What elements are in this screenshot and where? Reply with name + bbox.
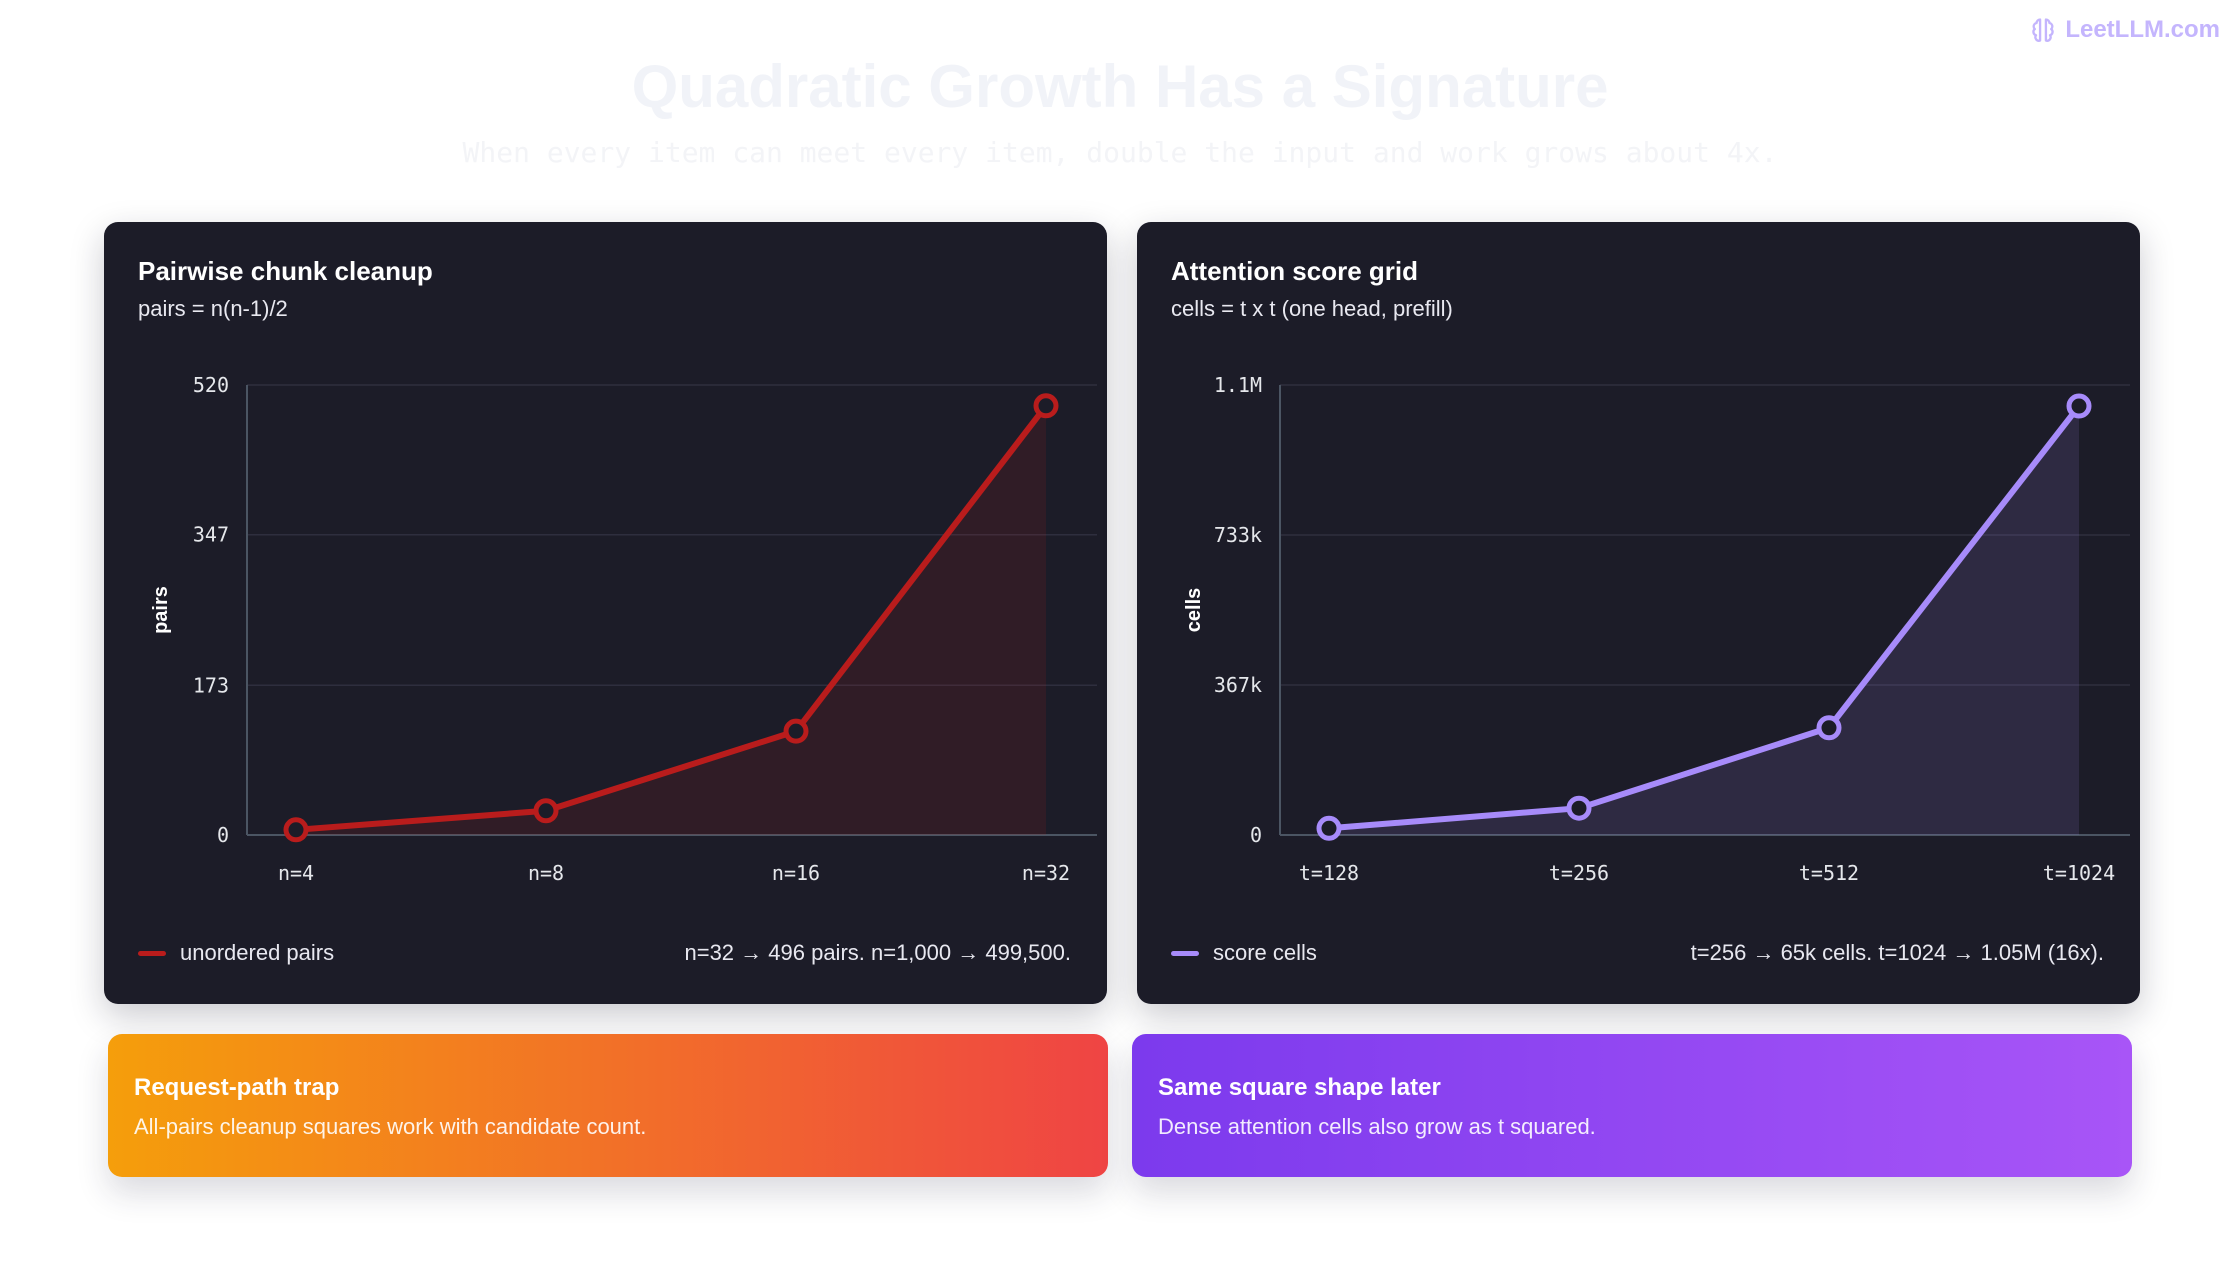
- y-tick-label: 367k: [1214, 673, 1262, 697]
- page-subtitle: When every item can meet every item, dou…: [462, 136, 1778, 169]
- card-note: t=256 → 65k cells. t=1024 → 1.05M (16x).: [1690, 940, 2104, 965]
- y-axis-label: cells: [1183, 588, 1205, 632]
- x-tick-label: t=128: [1299, 861, 1359, 885]
- callout-title: Same square shape later: [1158, 1074, 1441, 1101]
- page-title: Quadratic Growth Has a Signature: [631, 53, 1609, 120]
- data-point: [783, 718, 809, 744]
- attention-chart: 0 367k 733k 1.1M cells t=128 t=256 t=512 t=1024: [1183, 373, 2130, 885]
- callout-title: Request-path trap: [134, 1074, 340, 1101]
- card-formula: pairs = n(n-1)/2: [138, 296, 288, 321]
- legend-label: score cells: [1213, 940, 1317, 965]
- y-tick-label: 520: [193, 373, 229, 397]
- y-tick-label: 347: [193, 523, 229, 547]
- request-path-trap-callout: Request-path trap All-pairs cleanup squa…: [108, 1034, 1108, 1177]
- series-line: [1326, 403, 2082, 832]
- data-point: [2066, 393, 2092, 419]
- y-tick-label: 173: [193, 673, 229, 697]
- series-area: [1329, 406, 2079, 835]
- attention-chart-card: Attention score grid cells = t x t (one …: [1137, 222, 2140, 1004]
- legend-label: unordered pairs: [180, 940, 335, 965]
- x-tick-label: t=256: [1549, 861, 1609, 885]
- data-point: [1316, 815, 1342, 841]
- brain-icon: [2032, 18, 2054, 42]
- chart-legend: unordered pairs: [138, 940, 334, 966]
- legend-swatch: [1171, 950, 1199, 956]
- x-tick-label: n=8: [528, 861, 564, 885]
- y-tick-label: 0: [217, 823, 229, 847]
- pairwise-chart: 0 173 347 520 pairs n=4 n=8 n=16 n=32: [150, 373, 1097, 885]
- brand-label: LeetLLM.com: [2065, 16, 2220, 43]
- y-tick-label: 1.1M: [1214, 373, 1262, 397]
- y-tick-label: 0: [1250, 823, 1262, 847]
- y-tick-label: 733k: [1214, 523, 1262, 547]
- x-tick-label: n=4: [278, 861, 314, 885]
- data-point: [283, 817, 309, 843]
- x-tick-label: t=1024: [2043, 861, 2115, 885]
- chart-legend: score cells: [1171, 940, 1317, 966]
- legend-swatch: [138, 950, 166, 956]
- data-point: [1033, 393, 1059, 419]
- x-tick-label: n=32: [1022, 861, 1070, 885]
- card-title: Attention score grid: [1171, 256, 1419, 286]
- callout-text: All-pairs cleanup squares work with cand…: [134, 1114, 647, 1139]
- pairwise-chart-card: Pairwise chunk cleanup pairs = n(n-1)/2 …: [104, 222, 1107, 1004]
- brand-logo[interactable]: LeetLLM.com: [2029, 16, 2220, 44]
- y-axis-label: pairs: [150, 586, 172, 634]
- card-note: n=32 → 496 pairs. n=1,000 → 499,500.: [684, 940, 1071, 965]
- card-formula: cells = t x t (one head, prefill): [1171, 296, 1453, 321]
- series-line: [293, 402, 1049, 833]
- square-shape-callout: Same square shape later Dense attention …: [1132, 1034, 2132, 1177]
- x-tick-label: t=512: [1799, 861, 1859, 885]
- data-point: [1566, 795, 1592, 821]
- callout-text: Dense attention cells also grow as t squ…: [1158, 1114, 1596, 1139]
- data-point: [533, 798, 559, 824]
- data-point: [1816, 715, 1842, 741]
- series-area: [296, 405, 1046, 835]
- card-title: Pairwise chunk cleanup: [138, 256, 433, 286]
- x-tick-label: n=16: [772, 861, 820, 885]
